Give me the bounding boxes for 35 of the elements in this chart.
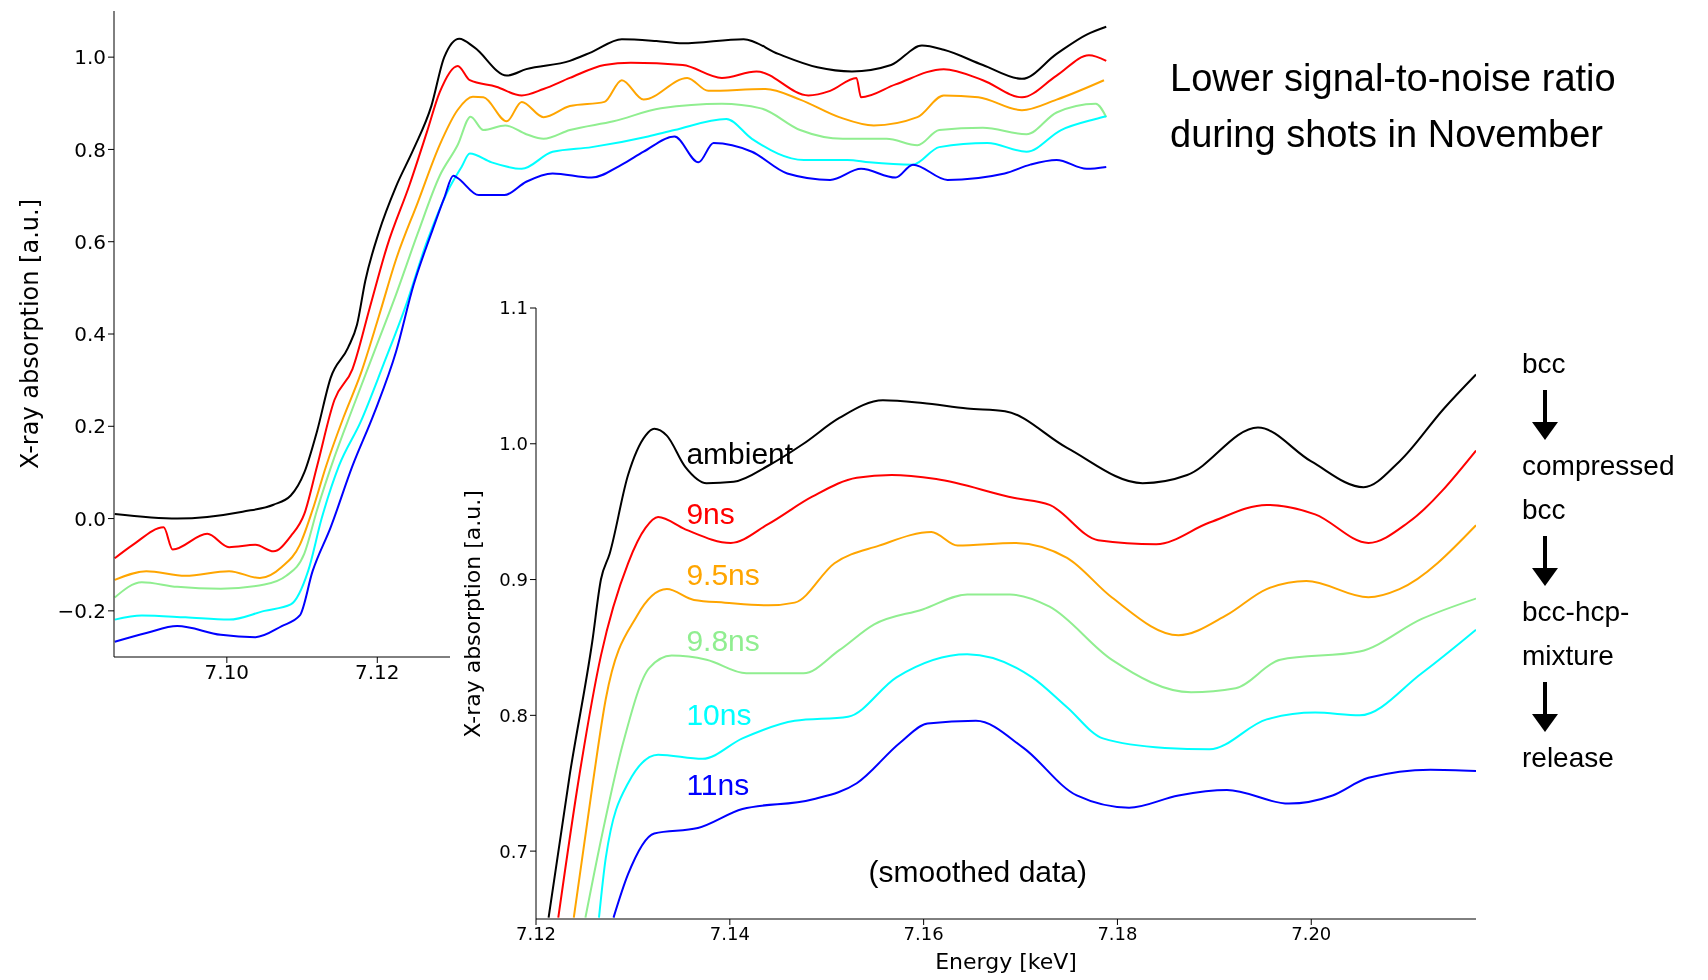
y-axis-title: X-ray absorption [a.u.] <box>458 488 485 740</box>
y-tick-label: 0.7 <box>499 840 528 862</box>
y-tick-label: 0.6 <box>74 229 106 254</box>
y-axis-title: X-ray absorption [a.u.] <box>15 198 45 472</box>
x-tick-label: 7.12 <box>355 660 400 685</box>
text: Lower signal-to-noise ratio during shots in November <box>1170 56 1617 157</box>
x-tick-label: 7.18 <box>1097 922 1138 944</box>
y-tick-label: 0.2 <box>74 414 106 439</box>
series-label: 11ns <box>686 766 750 803</box>
text: bcc-hcp-mixture <box>1522 595 1631 673</box>
y-tick-label: 0.0 <box>74 506 106 531</box>
x-tick-label: 7.16 <box>903 922 944 944</box>
text: compressed bcc <box>1522 449 1676 527</box>
series-label: ambient <box>686 435 794 472</box>
x-tick-label: 7.20 <box>1291 922 1332 944</box>
series-label: 9.5ns <box>686 557 760 594</box>
x-tick-label: 7.12 <box>515 922 557 944</box>
series-label: 9ns <box>686 495 735 532</box>
x-tick-label: 7.10 <box>204 660 250 685</box>
y-tick-label: −0.2 <box>57 598 106 623</box>
annotation: (smoothed data) <box>867 855 1088 889</box>
y-tick-label: 0.9 <box>499 568 528 590</box>
y-tick-label: 1.0 <box>499 433 528 455</box>
y-tick-label: 0.8 <box>499 704 528 726</box>
x-tick-label: 7.14 <box>709 922 750 944</box>
series-label: 10ns <box>686 697 752 734</box>
y-tick-label: 0.4 <box>74 322 106 347</box>
y-tick-label: 0.8 <box>74 137 106 162</box>
y-tick-label: 1.1 <box>499 297 528 319</box>
y-tick-label: 1.0 <box>74 45 106 70</box>
x-axis-title: Energy [keV] <box>934 948 1078 976</box>
line-series <box>572 524 1476 919</box>
text: bcc <box>1522 347 1567 381</box>
series-label: 9.8ns <box>686 622 760 659</box>
text: release <box>1522 741 1615 775</box>
